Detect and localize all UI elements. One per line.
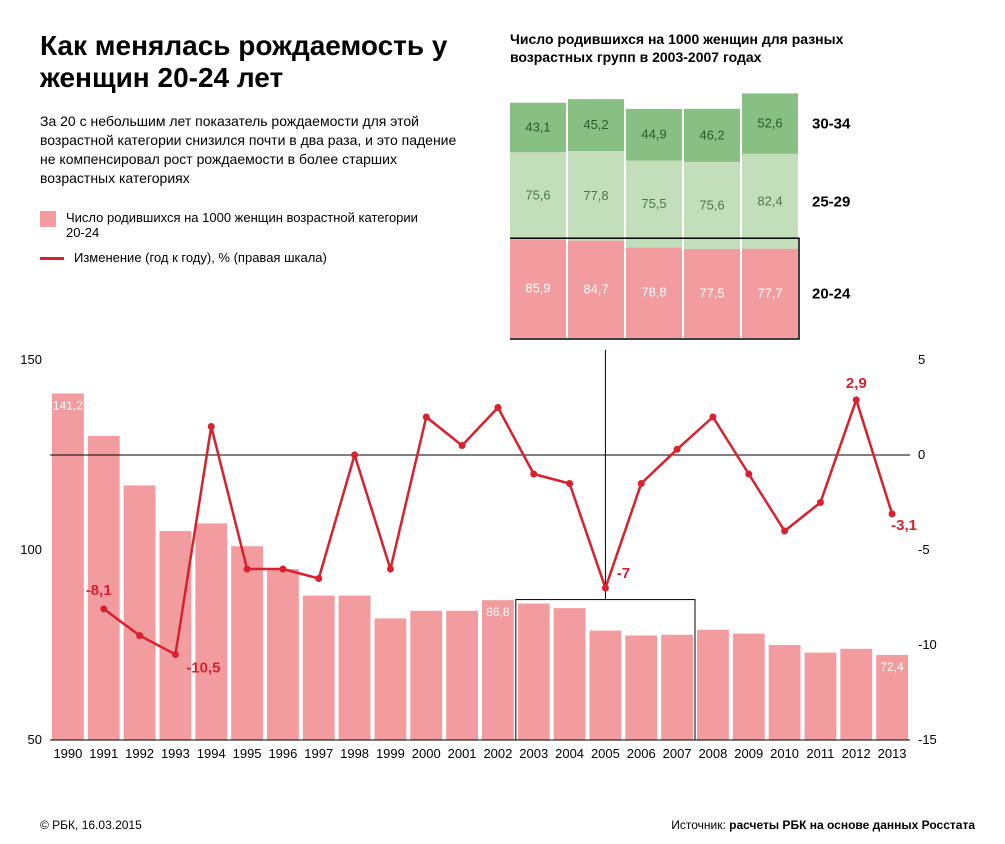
svg-text:44,9: 44,9 [641,127,666,142]
svg-text:2011: 2011 [806,746,834,761]
svg-text:43,1: 43,1 [525,119,550,134]
svg-text:77,7: 77,7 [757,285,782,300]
svg-text:85,9: 85,9 [525,281,550,296]
svg-text:1992: 1992 [125,746,154,761]
svg-text:75,6: 75,6 [699,197,724,212]
svg-text:-8,1: -8,1 [86,582,112,599]
svg-text:1993: 1993 [161,746,190,761]
svg-text:2008: 2008 [698,746,727,761]
bar [339,596,371,740]
svg-text:75,6: 75,6 [525,188,550,203]
svg-text:-10,5: -10,5 [186,660,220,677]
legend-swatch-bar [40,211,56,227]
svg-text:2,9: 2,9 [846,375,867,392]
svg-text:2009: 2009 [734,746,763,761]
svg-text:77,5: 77,5 [699,285,724,300]
svg-text:52,6: 52,6 [757,116,782,131]
svg-text:86,8: 86,8 [486,605,510,619]
svg-text:1994: 1994 [197,746,226,761]
svg-text:100: 100 [20,542,42,557]
chart-subtitle: За 20 с небольшим лет показатель рождаем… [40,112,460,188]
inset-chart: 85,9 75,6 43,1 84,7 77,8 45,2 78,8 75,5 44,9 77,5… [510,78,940,358]
svg-text:-3,1: -3,1 [891,517,917,534]
bar [160,531,192,740]
svg-text:1995: 1995 [233,746,262,761]
bar [697,630,729,740]
svg-text:2004: 2004 [555,746,584,761]
svg-text:46,2: 46,2 [699,127,724,142]
footer-source-bold: расчеты РБК на основе данных Росстата [729,818,975,832]
bar [124,485,156,740]
svg-text:30-34: 30-34 [812,116,851,133]
svg-text:-15: -15 [918,732,937,747]
inset-title: Число родившихся на 1000 женщин для разн… [510,30,930,66]
bar [446,611,478,740]
svg-text:2005: 2005 [591,746,620,761]
bar [805,653,837,740]
svg-text:141,2: 141,2 [53,398,83,412]
footer-source-prefix: Источник: [671,818,729,832]
svg-text:1990: 1990 [53,746,82,761]
bar [590,631,622,740]
svg-text:2000: 2000 [412,746,441,761]
bar [769,645,801,740]
svg-text:1997: 1997 [304,746,333,761]
svg-text:1999: 1999 [376,746,405,761]
svg-text:-10: -10 [918,637,937,652]
svg-text:2003: 2003 [519,746,548,761]
svg-text:2012: 2012 [842,746,871,761]
legend-swatch-line [40,257,64,260]
bar [303,596,335,740]
svg-text:1996: 1996 [268,746,297,761]
bar [231,546,263,740]
svg-text:2007: 2007 [663,746,692,761]
svg-text:2006: 2006 [627,746,656,761]
svg-text:1998: 1998 [340,746,369,761]
svg-text:2010: 2010 [770,746,799,761]
svg-text:50: 50 [28,732,42,747]
svg-text:2002: 2002 [483,746,512,761]
svg-text:77,8: 77,8 [583,188,608,203]
bar [375,618,407,740]
svg-text:72,4: 72,4 [880,660,904,674]
bar [661,635,693,740]
svg-text:45,2: 45,2 [583,117,608,132]
legend-label-line: Изменение (год к году), % (правая шкала) [74,250,327,265]
bar [518,604,550,740]
svg-text:84,7: 84,7 [583,281,608,296]
svg-text:82,4: 82,4 [757,193,782,208]
bar [410,611,442,740]
bar [267,569,299,740]
footer-copyright: © РБК, 16.03.2015 [40,818,142,832]
svg-text:75,5: 75,5 [641,196,666,211]
svg-text:-5: -5 [918,542,930,557]
footer: © РБК, 16.03.2015 Источник: расчеты РБК … [40,818,975,832]
bar [554,608,586,740]
main-chart: 50 100 150 -15 -10 -5 0 5 1990 1991 1992 1993 1994 19… [20,350,980,800]
chart-title: Как менялась рождаемость у женщин 20-24 … [40,30,460,94]
svg-text:-7: -7 [617,565,630,582]
svg-text:0: 0 [918,447,925,462]
svg-text:25-29: 25-29 [812,193,850,210]
bar [52,393,84,740]
bar [195,523,227,740]
bar [625,636,657,741]
bar [733,634,765,740]
svg-text:78,8: 78,8 [641,285,666,300]
bar [482,600,514,740]
svg-text:5: 5 [918,352,925,367]
svg-text:20-24: 20-24 [812,285,851,302]
svg-text:150: 150 [20,352,42,367]
legend-label-bar: Число родившихся на 1000 женщин возрастн… [66,210,426,240]
svg-text:2013: 2013 [878,746,907,761]
svg-text:2001: 2001 [448,746,477,761]
svg-text:1991: 1991 [89,746,118,761]
bar [840,649,872,740]
footer-source: Источник: расчеты РБК на основе данных Р… [671,818,975,832]
